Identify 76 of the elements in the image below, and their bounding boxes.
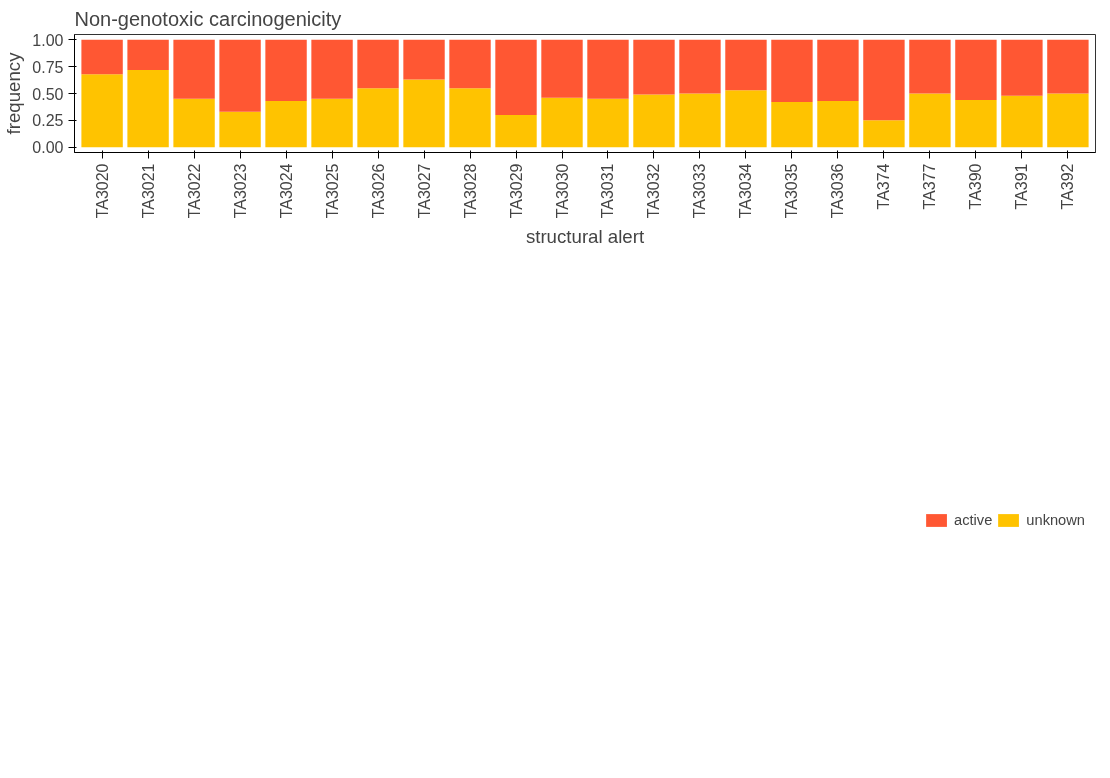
bar [265, 101, 307, 148]
bar [541, 39, 583, 98]
bar [541, 97, 583, 148]
bar [495, 39, 537, 115]
bar [817, 39, 859, 102]
x-tick-label: TA3036 [829, 163, 847, 219]
x-tick-label: TA3032 [645, 163, 663, 219]
x-tick-label: TA3022 [185, 163, 203, 219]
y-tick-label: 1.00 [32, 31, 64, 49]
x-tick-label: TA3020 [93, 163, 111, 219]
legend-label: active [954, 512, 993, 528]
y-tick-label: 0.00 [32, 139, 64, 157]
x-tick-label: TA392 [1059, 163, 1077, 210]
bar [449, 88, 491, 148]
bar [679, 39, 721, 94]
bar [633, 39, 675, 95]
bar [403, 39, 445, 80]
x-tick-label: TA3030 [553, 163, 571, 219]
x-tick-label: TA3021 [139, 163, 157, 219]
bar [771, 39, 813, 103]
bar [81, 39, 123, 75]
bar [817, 101, 859, 148]
y-tick-label: 0.50 [32, 85, 64, 103]
legend-label: unknown [1026, 512, 1085, 528]
y-axis-title: frequency [3, 51, 25, 135]
bar [219, 111, 261, 148]
bar [449, 39, 491, 89]
bar [1047, 93, 1089, 148]
bar [173, 98, 215, 148]
chart-title: Non-genotoxic carcinogenicity [74, 7, 342, 30]
bar [127, 69, 169, 148]
bar [955, 39, 997, 100]
bar [863, 120, 905, 148]
x-tick-label: TA3031 [599, 163, 617, 219]
bar [587, 39, 629, 99]
bar [863, 39, 905, 121]
x-tick-label: TA3029 [507, 163, 525, 219]
x-tick-label: TA3033 [691, 163, 709, 219]
bar [679, 93, 721, 148]
x-tick-label: TA3034 [737, 163, 755, 219]
bar [725, 39, 767, 91]
bar [357, 39, 399, 89]
bar [1001, 39, 1043, 96]
bar [173, 39, 215, 99]
bar [909, 39, 951, 94]
bar [495, 114, 537, 148]
x-tick-label: TA391 [1013, 163, 1031, 210]
x-tick-label: TA3024 [277, 163, 295, 219]
bar [955, 99, 997, 148]
bar [403, 79, 445, 148]
bar [311, 98, 353, 148]
bar [219, 39, 261, 112]
bar [265, 39, 307, 102]
x-tick-label: TA377 [921, 163, 939, 210]
x-axis-title: structural alert [525, 226, 645, 248]
bar [725, 90, 767, 148]
x-tick-label: TA3027 [415, 163, 433, 219]
bar [357, 88, 399, 148]
x-tick-label: TA3028 [461, 163, 479, 219]
x-tick-label: TA3025 [323, 163, 341, 219]
bar [311, 39, 353, 99]
bar [909, 93, 951, 148]
bar [633, 94, 675, 148]
y-tick-label: 0.25 [32, 112, 64, 130]
x-tick-label: TA390 [967, 163, 985, 210]
bar [1047, 39, 1089, 94]
y-tick-label: 0.75 [32, 58, 64, 76]
x-tick-label: TA3035 [783, 163, 801, 219]
x-tick-label: TA3023 [231, 163, 249, 219]
bar [127, 39, 169, 70]
x-tick-label: TA3026 [369, 163, 387, 219]
bar [771, 102, 813, 148]
x-tick-label: TA374 [875, 163, 893, 210]
bar [587, 98, 629, 148]
bar [81, 74, 123, 148]
bar [1001, 95, 1043, 148]
